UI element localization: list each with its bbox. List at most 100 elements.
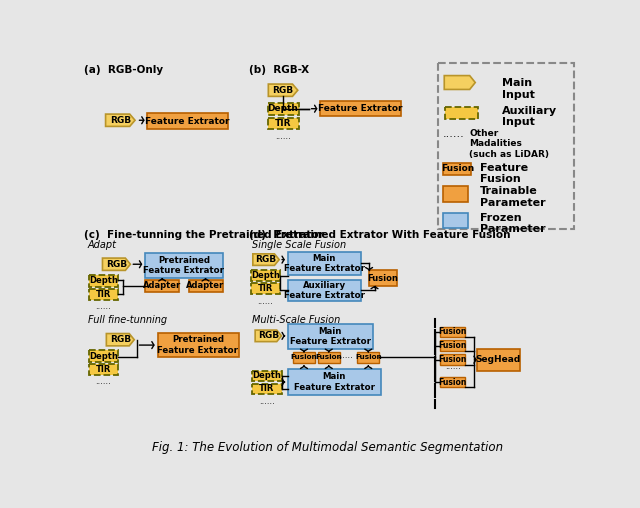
Bar xyxy=(250,283,280,294)
Text: (a)  RGB-Only: (a) RGB-Only xyxy=(84,65,163,75)
Bar xyxy=(444,213,468,228)
Bar xyxy=(320,101,401,116)
Bar xyxy=(288,324,373,349)
Bar xyxy=(250,270,280,281)
Text: Fusion: Fusion xyxy=(441,164,474,173)
Bar xyxy=(288,279,360,301)
Text: (c)  Fine-tunning the Pretrained Extrator: (c) Fine-tunning the Pretrained Extrator xyxy=(84,230,324,240)
Text: RGB: RGB xyxy=(109,335,131,344)
Bar xyxy=(88,351,118,362)
Bar xyxy=(252,370,282,382)
Text: Fusion: Fusion xyxy=(367,274,399,282)
Bar xyxy=(444,186,468,202)
Polygon shape xyxy=(106,114,135,126)
Text: Fusion: Fusion xyxy=(291,355,317,360)
Polygon shape xyxy=(106,334,134,346)
Text: (d)  Pretrained Extrator With Feature Fusion: (d) Pretrained Extrator With Feature Fus… xyxy=(249,230,511,240)
Text: Fusion: Fusion xyxy=(438,341,467,351)
Bar xyxy=(189,279,223,292)
Text: Feature
Fusion: Feature Fusion xyxy=(480,163,528,184)
Text: Other
Madalities
(such as LiDAR): Other Madalities (such as LiDAR) xyxy=(469,129,549,158)
Text: ......: ...... xyxy=(95,377,111,387)
Bar xyxy=(477,349,520,370)
Text: ......: ...... xyxy=(337,351,353,360)
Bar xyxy=(440,376,465,388)
Text: Fusion: Fusion xyxy=(316,355,342,360)
Text: Frozen
Parameter: Frozen Parameter xyxy=(480,213,545,234)
Bar xyxy=(369,270,397,286)
Text: ......: ...... xyxy=(445,362,461,371)
Bar xyxy=(438,64,573,229)
Bar xyxy=(358,352,379,363)
Text: RGB: RGB xyxy=(106,260,127,269)
Bar xyxy=(157,333,239,358)
Text: Multi-Scale Fusion: Multi-Scale Fusion xyxy=(252,315,340,325)
Text: RGB: RGB xyxy=(109,116,131,125)
Text: Pretrained
Feature Extrator: Pretrained Feature Extrator xyxy=(157,335,238,355)
Bar xyxy=(440,355,465,365)
Text: RGB: RGB xyxy=(273,86,294,94)
Text: Depth: Depth xyxy=(252,371,281,380)
Text: Auxiliary
Feature Extrator: Auxiliary Feature Extrator xyxy=(284,281,365,300)
Text: Depth: Depth xyxy=(89,276,118,285)
Text: ......: ...... xyxy=(443,129,465,139)
Polygon shape xyxy=(268,84,298,97)
Text: Main
Feature Extrator: Main Feature Extrator xyxy=(290,327,371,346)
Bar xyxy=(444,163,472,175)
Bar xyxy=(88,364,118,375)
Text: ......: ...... xyxy=(275,132,291,141)
Text: Fusion: Fusion xyxy=(438,377,467,387)
Bar xyxy=(88,275,118,287)
Text: Depth: Depth xyxy=(268,104,298,113)
Bar xyxy=(147,113,228,129)
Bar xyxy=(145,253,223,278)
Text: ......: ...... xyxy=(257,297,273,306)
Text: (b)  RGB-X: (b) RGB-X xyxy=(249,65,309,75)
Text: Full fine-tunning: Full fine-tunning xyxy=(88,315,167,325)
Text: SegHead: SegHead xyxy=(476,355,521,364)
Polygon shape xyxy=(253,254,279,265)
Text: Feature Extrator: Feature Extrator xyxy=(318,104,403,113)
Bar xyxy=(88,289,118,300)
Text: Main
Feature Extrator: Main Feature Extrator xyxy=(284,254,365,273)
Text: Feature Extrator: Feature Extrator xyxy=(145,116,230,125)
Bar xyxy=(293,352,315,363)
Text: ......: ...... xyxy=(259,397,275,406)
Text: ......: ...... xyxy=(95,302,111,311)
Text: Main
Feature Extrator: Main Feature Extrator xyxy=(294,372,374,392)
Text: Single Scale Fusion: Single Scale Fusion xyxy=(252,240,346,249)
Bar xyxy=(268,118,298,129)
Text: Auxiliary
Input: Auxiliary Input xyxy=(502,106,557,127)
Text: TIR: TIR xyxy=(95,365,111,374)
Bar xyxy=(268,103,298,115)
Text: Main
Input: Main Input xyxy=(502,78,535,100)
Text: Adapter: Adapter xyxy=(143,281,181,290)
Bar xyxy=(318,352,340,363)
Text: Fig. 1: The Evolution of Multimodal Semantic Segmentation: Fig. 1: The Evolution of Multimodal Sema… xyxy=(152,441,504,454)
Text: Depth: Depth xyxy=(251,271,280,280)
Text: Fusion: Fusion xyxy=(355,355,381,360)
Bar xyxy=(288,369,381,395)
Text: Adapter: Adapter xyxy=(186,281,225,290)
Text: RGB: RGB xyxy=(255,255,276,264)
Text: Pretrained
Feature Extrator: Pretrained Feature Extrator xyxy=(143,256,225,275)
Text: Trainable
Parameter: Trainable Parameter xyxy=(480,186,545,208)
Bar xyxy=(145,279,179,292)
Polygon shape xyxy=(444,76,476,89)
Text: Fusion: Fusion xyxy=(438,355,467,364)
Polygon shape xyxy=(102,258,131,270)
Bar xyxy=(440,327,465,337)
Text: Adapt: Adapt xyxy=(88,240,116,249)
Polygon shape xyxy=(255,330,282,341)
Bar xyxy=(440,340,465,351)
Text: TIR: TIR xyxy=(275,119,291,128)
Text: TIR: TIR xyxy=(257,284,273,294)
Text: RGB: RGB xyxy=(258,331,279,340)
Text: TIR: TIR xyxy=(259,385,275,394)
Text: Depth: Depth xyxy=(89,352,118,361)
Text: Fusion: Fusion xyxy=(438,328,467,336)
Bar xyxy=(445,107,477,119)
Bar xyxy=(252,384,282,394)
Text: TIR: TIR xyxy=(95,290,111,299)
Bar xyxy=(288,252,360,275)
